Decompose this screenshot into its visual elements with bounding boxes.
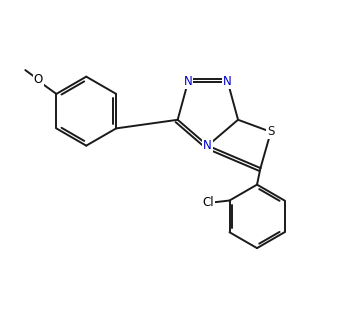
- Text: N: N: [184, 75, 193, 88]
- Text: N: N: [203, 139, 212, 152]
- Text: S: S: [267, 125, 275, 138]
- Text: Cl: Cl: [202, 196, 214, 209]
- Text: O: O: [34, 73, 43, 86]
- Text: N: N: [223, 75, 232, 88]
